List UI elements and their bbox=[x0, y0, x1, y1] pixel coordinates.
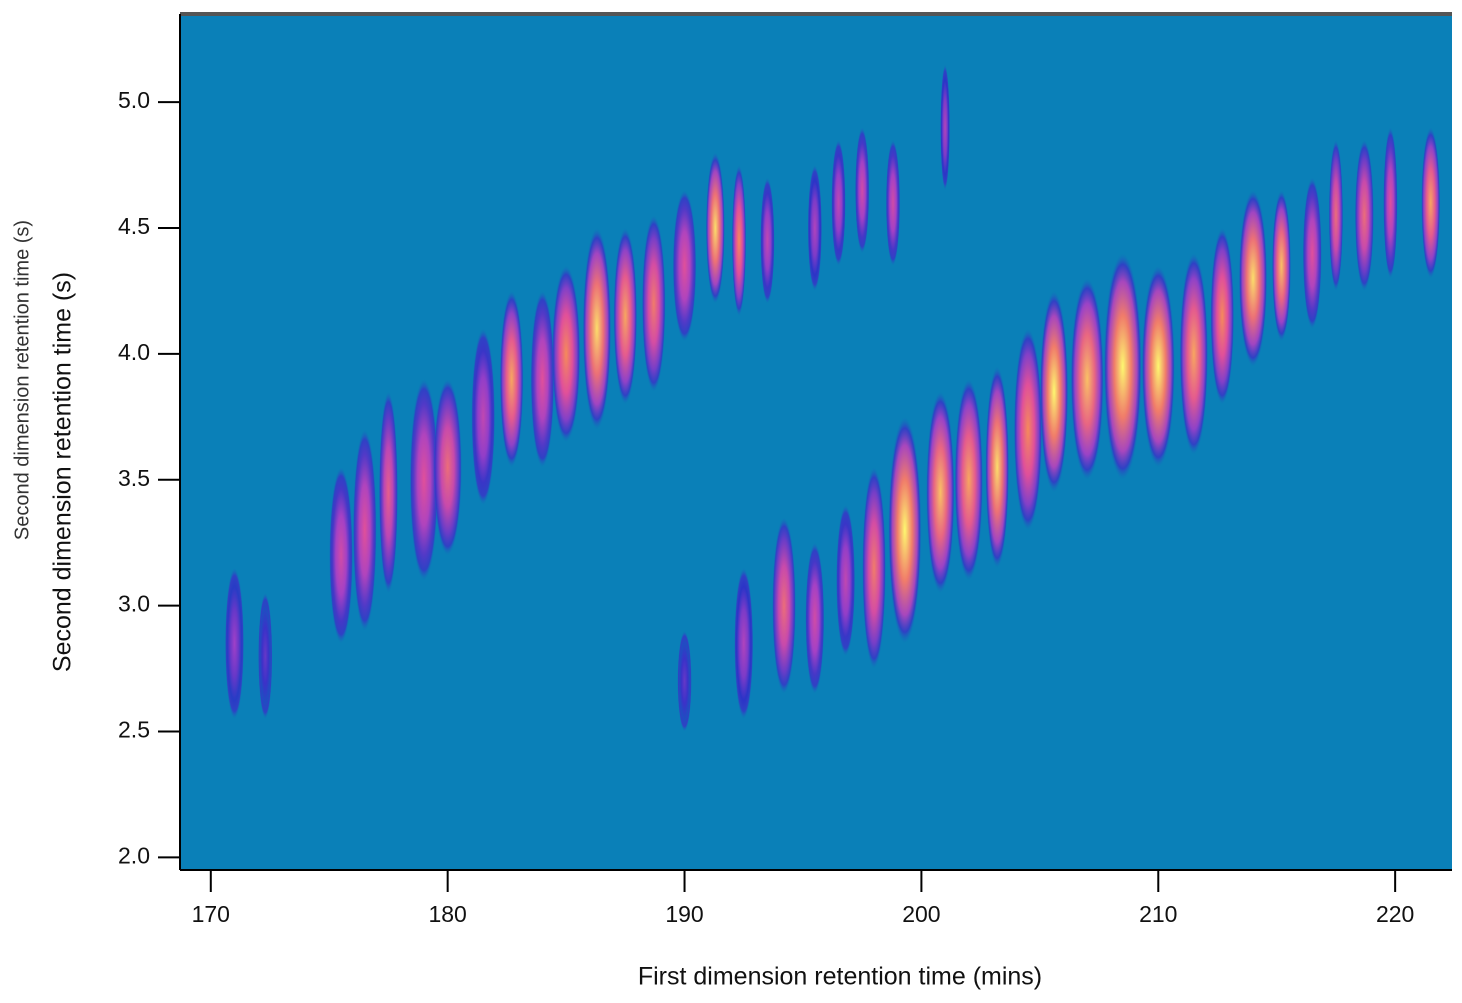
peak bbox=[225, 567, 244, 719]
y-axis-label-shadow: Second dimension retention time (s) bbox=[11, 220, 33, 540]
x-tick-label: 200 bbox=[902, 901, 940, 927]
peak bbox=[807, 165, 822, 291]
y-axis-label: Second dimension retention time (s) bbox=[49, 272, 77, 672]
peak bbox=[1271, 190, 1291, 342]
peak bbox=[499, 290, 524, 468]
peak bbox=[940, 64, 950, 191]
peak bbox=[641, 215, 666, 392]
x-tick-label: 220 bbox=[1376, 901, 1414, 927]
x-axis-label: First dimension retention time (mins) bbox=[638, 963, 1042, 991]
peak bbox=[836, 504, 856, 656]
peak bbox=[258, 593, 273, 719]
peak bbox=[409, 379, 439, 581]
y-tick-label: 4.5 bbox=[118, 213, 150, 239]
peak bbox=[352, 429, 377, 631]
peak bbox=[1302, 177, 1322, 329]
y-tick-label: 2.0 bbox=[118, 842, 150, 868]
peak bbox=[1238, 190, 1268, 367]
peak bbox=[1141, 265, 1175, 468]
peak bbox=[831, 139, 846, 266]
peaks bbox=[225, 64, 1441, 732]
peak bbox=[1179, 253, 1209, 455]
peak bbox=[1354, 139, 1374, 291]
peak bbox=[1070, 278, 1104, 480]
x-tick-label: 210 bbox=[1139, 901, 1177, 927]
peak bbox=[1328, 139, 1344, 291]
peak bbox=[1103, 253, 1142, 480]
y-tick-label: 3.5 bbox=[118, 465, 150, 491]
peak bbox=[954, 379, 983, 581]
peak bbox=[530, 290, 555, 468]
peak bbox=[985, 366, 1010, 568]
x-tick-label: 180 bbox=[428, 901, 466, 927]
peak bbox=[551, 265, 581, 442]
peak bbox=[1421, 127, 1441, 279]
y-tick-label: 4.0 bbox=[118, 339, 150, 365]
peak bbox=[672, 190, 697, 342]
peak bbox=[1210, 228, 1235, 405]
peak bbox=[433, 379, 462, 556]
peak bbox=[760, 177, 775, 304]
peak bbox=[926, 391, 955, 594]
peak bbox=[855, 127, 870, 254]
peak bbox=[862, 467, 886, 669]
peak bbox=[772, 517, 796, 694]
peak bbox=[805, 542, 825, 694]
y-tick-label: 3.0 bbox=[118, 591, 150, 617]
peak bbox=[677, 630, 692, 732]
peak bbox=[1383, 127, 1398, 279]
peak bbox=[705, 152, 725, 304]
peak bbox=[1013, 328, 1043, 531]
peak bbox=[1039, 290, 1069, 493]
peak bbox=[734, 567, 754, 719]
y-tick-label: 5.0 bbox=[118, 87, 150, 113]
peak bbox=[471, 328, 496, 505]
y-tick-label: 2.5 bbox=[118, 717, 150, 743]
peak bbox=[378, 391, 398, 594]
peak bbox=[329, 467, 353, 644]
peak bbox=[582, 228, 612, 430]
x-tick-label: 190 bbox=[665, 901, 703, 927]
peak bbox=[888, 416, 922, 644]
x-tick-label: 170 bbox=[192, 901, 230, 927]
peak bbox=[731, 165, 747, 317]
peak bbox=[613, 228, 638, 405]
plot-area bbox=[180, 14, 1452, 870]
peak bbox=[885, 139, 901, 266]
